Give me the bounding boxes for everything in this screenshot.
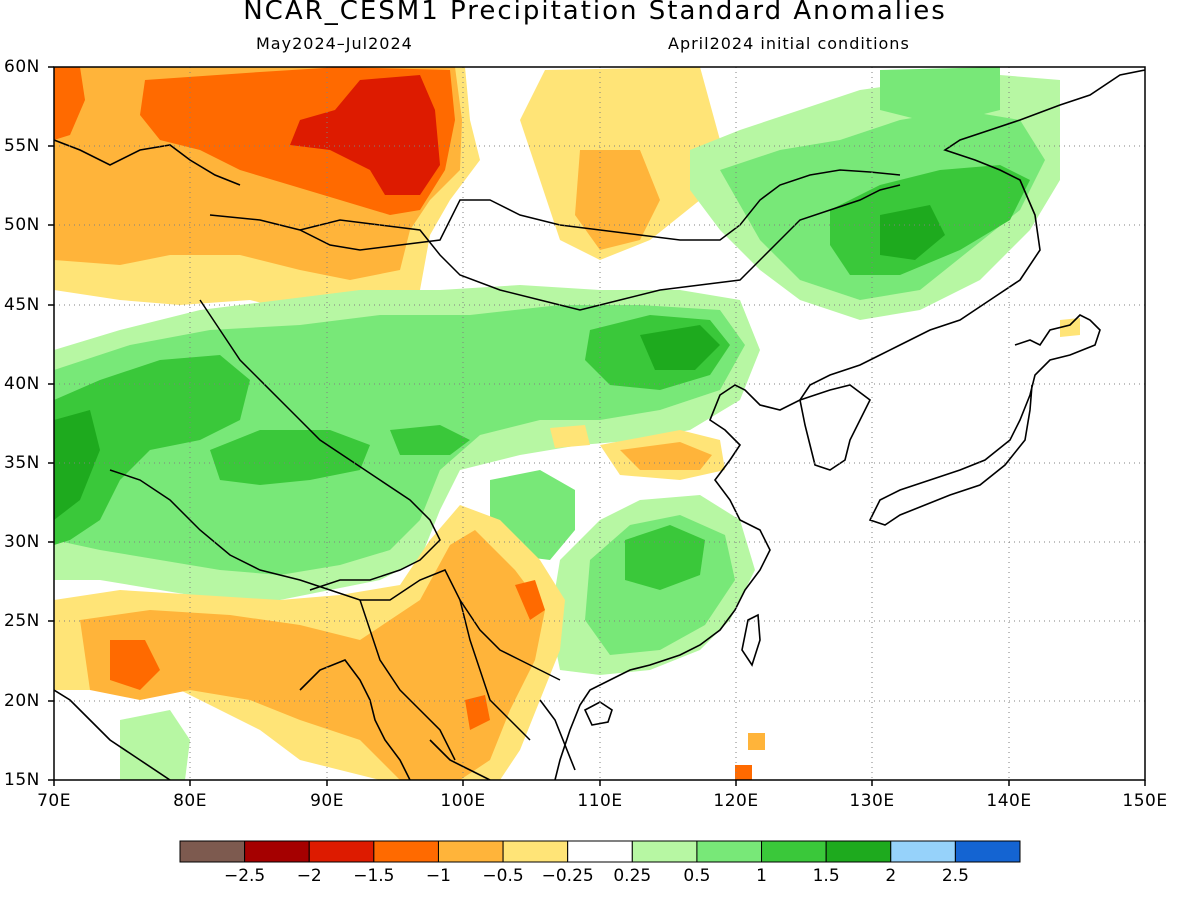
coastline-hainan (583, 701, 613, 726)
colorbar-swatch (631, 840, 698, 863)
colorbar-label: 0.5 (683, 866, 711, 886)
map-title: NCAR_CESM1 Precipitation Standard Anomal… (243, 0, 947, 26)
coastline-india (54, 659, 411, 780)
lat-label: 50N (4, 215, 40, 235)
colorbar-swatch (761, 840, 827, 863)
wet-core-south-china (625, 525, 705, 590)
dry-core-yunnan (515, 580, 545, 620)
colorbar-swatch (890, 840, 956, 863)
border-south-asia (109, 469, 561, 681)
border-russia-north (209, 169, 901, 251)
coastline-japan (868, 314, 1101, 526)
colorbar-swatch (373, 840, 439, 863)
colorbar-label: 0.25 (613, 866, 652, 886)
lat-label: 20N (4, 691, 40, 711)
lat-label: 55N (4, 136, 40, 156)
wet-pocket-south-india (120, 710, 190, 780)
lon-label: 140E (986, 791, 1032, 811)
colorbar-swatch (502, 840, 569, 863)
dry-pocket-mongolia-2 (575, 150, 660, 250)
lon-label: 130E (849, 791, 895, 811)
colorbar-swatch (308, 840, 375, 863)
border-china-mongolia (299, 184, 901, 311)
colorbar-label: −2 (296, 866, 322, 886)
dry-core-india (110, 640, 160, 690)
colorbar-label: −0.5 (482, 866, 524, 886)
colorbar-label: 2.5 (941, 866, 969, 886)
colorbar-label: −0.25 (541, 866, 594, 886)
dry-pocket-east-china-3 (550, 425, 590, 448)
dry-pocket-luzon (748, 733, 765, 750)
colorbar-swatch (437, 840, 504, 863)
dry-core-myanmar (465, 695, 490, 730)
colorbar-label: −1.5 (353, 866, 395, 886)
border-myanmar (359, 599, 531, 761)
colorbar-swatch (954, 840, 1021, 863)
colorbar (179, 840, 1021, 863)
lon-label: 80E (173, 791, 207, 811)
wet-core-west (54, 355, 250, 545)
graticule (54, 67, 1145, 780)
dry-pocket-hokkaido (1060, 318, 1080, 337)
lon-label: 110E (577, 791, 623, 811)
coastline-indochina (429, 699, 576, 780)
lat-label: 30N (4, 532, 40, 552)
wet-pocket-far-north (880, 67, 1000, 125)
coastline-korea (799, 384, 872, 471)
colorbar-swatch (567, 840, 633, 863)
colorbar-swatch (179, 840, 246, 863)
colorbar-label: 1 (756, 866, 767, 886)
colorbar-label: −1 (425, 866, 451, 886)
dry-region-south-2 (80, 530, 545, 780)
colorbar-label: −2.5 (223, 866, 266, 886)
wet-core-mongolia-2 (640, 325, 720, 370)
anomaly-fields (54, 67, 1145, 780)
colorbar-label: 1.5 (812, 866, 840, 886)
initial-conditions: April2024 initial conditions (668, 34, 910, 53)
lon-label: 70E (37, 791, 71, 811)
lat-label: 15N (4, 770, 40, 790)
colorbar-swatch (244, 840, 310, 863)
dry-pocket-taiwan (735, 765, 752, 780)
coastline-east-asia (554, 69, 1145, 780)
lat-label: 60N (4, 57, 40, 77)
lon-label: 150E (1122, 791, 1168, 811)
wet-core-north-india (54, 410, 100, 520)
wet-core-qinghai (390, 425, 470, 455)
axis-ticks (48, 66, 1146, 786)
lat-label: 45N (4, 295, 40, 315)
colorbar-label: 2 (885, 866, 897, 886)
lat-label: 25N (4, 611, 40, 631)
lon-label: 100E (440, 791, 486, 811)
wet-core-northeast-2 (880, 205, 945, 260)
colorbar-swatch (696, 840, 763, 863)
wet-core-tarim (210, 430, 370, 485)
forecast-period: May2024–Jul2024 (256, 34, 413, 53)
lat-label: 35N (4, 453, 40, 473)
lon-label: 90E (310, 791, 344, 811)
border-china-west (199, 299, 441, 591)
coastline-taiwan (741, 613, 761, 667)
lat-label: 40N (4, 374, 40, 394)
colorbar-swatch (825, 840, 892, 863)
coastline-caspian (54, 139, 241, 186)
dry-edge-west (54, 67, 85, 140)
lon-label: 120E (713, 791, 759, 811)
dry-core-north (290, 75, 440, 195)
